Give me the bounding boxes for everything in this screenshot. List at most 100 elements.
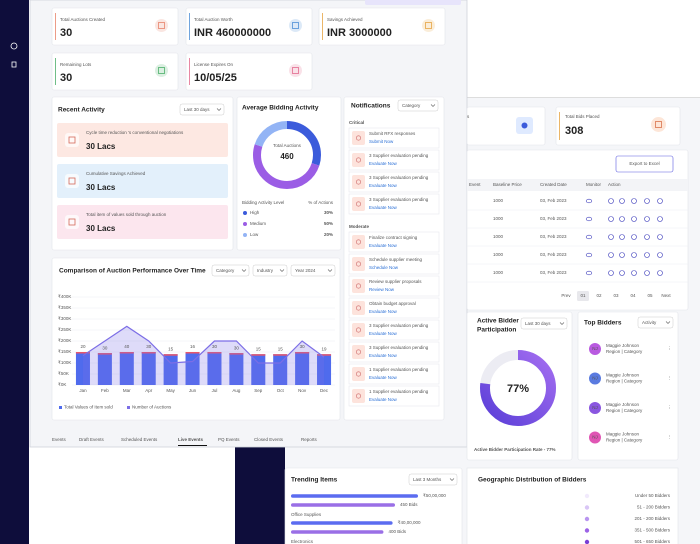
notification[interactable] [348, 231, 440, 253]
action-icon[interactable] [619, 234, 625, 240]
top-button[interactable] [365, 0, 461, 5]
page-link[interactable]: 03 [613, 293, 619, 298]
notification-action[interactable]: Evaluate Now [369, 375, 398, 380]
notification-action[interactable]: Evaluate Now [369, 397, 398, 402]
dropdown[interactable] [179, 103, 225, 116]
action-icon[interactable] [657, 234, 663, 240]
more-icon[interactable]: ⋮ [667, 376, 672, 381]
notification[interactable] [348, 193, 440, 215]
action-icon[interactable] [619, 198, 625, 204]
monitor-icon[interactable] [585, 252, 593, 258]
notification[interactable] [348, 171, 440, 193]
dropdown-label: Category [402, 103, 421, 108]
dropdown[interactable] [397, 99, 439, 112]
dropdown-label: Activity [642, 320, 657, 325]
monitor-icon[interactable] [585, 234, 593, 240]
more-icon[interactable]: ⋮ [667, 346, 672, 351]
action-icon[interactable] [644, 234, 650, 240]
notification-icon [352, 197, 365, 211]
action-icon[interactable] [644, 270, 650, 276]
action-icon[interactable] [608, 270, 614, 276]
tab[interactable]: Draft Events [79, 437, 105, 442]
y-tick-label: ₹100K [58, 360, 71, 365]
panel [185, 7, 313, 46]
action-icon[interactable] [631, 234, 637, 240]
more-icon[interactable]: ⋮ [667, 405, 672, 410]
export-button[interactable] [615, 155, 674, 173]
notification-action[interactable]: Review Now [369, 287, 395, 292]
action-icon[interactable] [608, 252, 614, 258]
monitor-icon[interactable] [585, 198, 593, 204]
dropdown[interactable] [520, 317, 568, 330]
action-icon[interactable] [644, 198, 650, 204]
page-link[interactable]: 04 [630, 293, 636, 298]
dropdown[interactable] [290, 264, 336, 277]
action-icon[interactable] [631, 216, 637, 222]
card-icon [422, 19, 435, 32]
notification[interactable] [348, 127, 440, 149]
action-icon[interactable] [619, 270, 625, 276]
chevron [449, 478, 455, 481]
notification-action[interactable]: Evaluate Now [369, 309, 398, 314]
notification[interactable] [348, 319, 440, 341]
page-link[interactable]: Prev [561, 293, 571, 298]
notification[interactable] [348, 275, 440, 297]
notification[interactable] [348, 385, 440, 407]
action-icon[interactable] [631, 252, 637, 258]
action-icon[interactable] [619, 252, 625, 258]
x-tick-label: Oct [277, 388, 285, 393]
bidder-sub: Region | Category [606, 349, 643, 354]
notification-action[interactable]: Evaluate Now [369, 331, 398, 336]
monitor-icon[interactable] [585, 270, 593, 276]
action-icon[interactable] [619, 216, 625, 222]
value-bar [291, 521, 393, 525]
page-link[interactable]: 01 [580, 293, 586, 298]
dropdown[interactable] [408, 473, 458, 486]
card-accent [189, 13, 190, 40]
page-link[interactable]: Next [661, 293, 671, 298]
tab[interactable]: PQ Events [218, 437, 240, 442]
action-icon[interactable] [644, 252, 650, 258]
tab[interactable]: Scheduled Events [121, 437, 158, 442]
notification-action[interactable]: Submit Now [369, 139, 394, 144]
tab[interactable]: Live Events [178, 437, 204, 442]
notification-action[interactable]: Schedule Now [369, 265, 399, 270]
notification[interactable] [348, 297, 440, 319]
monitor-icon[interactable] [585, 216, 593, 222]
more-icon[interactable]: ⋮ [667, 435, 672, 440]
action-icon[interactable] [644, 216, 650, 222]
notification-action[interactable]: Evaluate Now [369, 243, 398, 248]
help-icon[interactable] [10, 42, 18, 50]
activity-card [57, 123, 228, 157]
action-icon[interactable] [631, 270, 637, 276]
tab[interactable]: Reports [301, 437, 318, 442]
tab-underline [178, 445, 207, 446]
action-icon[interactable] [608, 198, 614, 204]
notification[interactable] [348, 363, 440, 385]
notification[interactable] [348, 253, 440, 275]
dropdown[interactable] [211, 264, 250, 277]
notification-action[interactable]: Evaluate Now [369, 205, 398, 210]
dropdown[interactable] [637, 316, 674, 329]
tab[interactable]: Events [52, 437, 67, 442]
notification-action[interactable]: Evaluate Now [369, 353, 398, 358]
action-icon[interactable] [608, 216, 614, 222]
action-icon[interactable] [631, 198, 637, 204]
action-icon[interactable] [657, 198, 663, 204]
notification[interactable] [348, 149, 440, 171]
notification-action[interactable]: Evaluate Now [369, 183, 398, 188]
notification-action[interactable]: Evaluate Now [369, 161, 398, 166]
tab[interactable]: Closed Events [254, 437, 284, 442]
card-accent [55, 58, 56, 85]
action-icon[interactable] [657, 216, 663, 222]
doc-icon[interactable] [11, 61, 17, 68]
panel-title: Trending Items [291, 477, 338, 484]
bar-cap [295, 352, 310, 354]
page-link[interactable]: 02 [596, 293, 602, 298]
action-icon[interactable] [608, 234, 614, 240]
dropdown[interactable] [252, 264, 288, 277]
page-link[interactable]: 05 [647, 293, 653, 298]
action-icon[interactable] [657, 252, 663, 258]
action-icon[interactable] [657, 270, 663, 276]
notification[interactable] [348, 341, 440, 363]
